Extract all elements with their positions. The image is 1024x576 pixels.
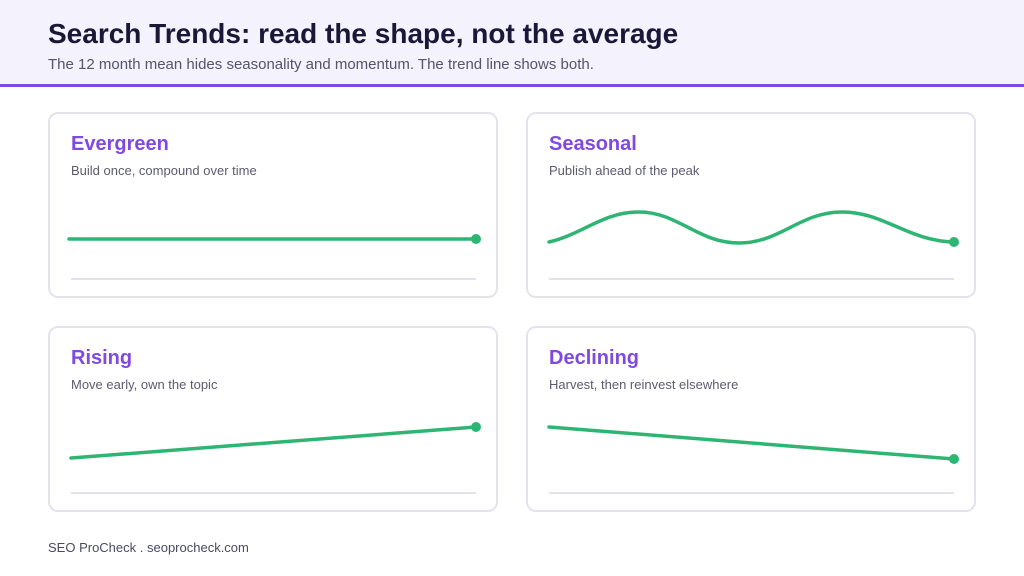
trend-chart: [547, 210, 959, 280]
footer-credit: SEO ProCheck . seoprocheck.com: [48, 540, 249, 555]
trend-chart: [547, 425, 959, 494]
card-title: Evergreen: [71, 133, 169, 155]
trend-line: [547, 425, 956, 461]
card-seasonal: Seasonal Publish ahead of the peak: [526, 112, 976, 298]
trend-chart: [67, 234, 481, 280]
page-title: Search Trends: read the shape, not the a…: [48, 18, 679, 49]
trend-chart: [69, 422, 481, 494]
page-subtitle: The 12 month mean hides seasonality and …: [48, 56, 594, 73]
trend-end-dot: [949, 454, 959, 464]
header-banner: Search Trends: read the shape, not the a…: [0, 0, 1024, 87]
trend-end-dot: [471, 422, 481, 432]
card-title: Declining: [549, 347, 640, 369]
card-rising: Rising Move early, own the topic: [48, 326, 498, 512]
card-subtitle: Build once, compound over time: [71, 163, 257, 178]
trend-end-dot: [471, 234, 481, 244]
card-title: Rising: [71, 347, 133, 369]
card-subtitle: Move early, own the topic: [71, 377, 218, 392]
trend-end-dot: [949, 237, 959, 247]
card-subtitle: Harvest, then reinvest elsewhere: [549, 377, 739, 392]
trend-line: [69, 425, 478, 460]
card-evergreen: Evergreen Build once, compound over time: [48, 112, 498, 298]
card-subtitle: Publish ahead of the peak: [549, 163, 700, 178]
card-title: Seasonal: [549, 133, 637, 155]
card-declining: Declining Harvest, then reinvest elsewhe…: [526, 326, 976, 512]
trend-line: [547, 210, 956, 245]
